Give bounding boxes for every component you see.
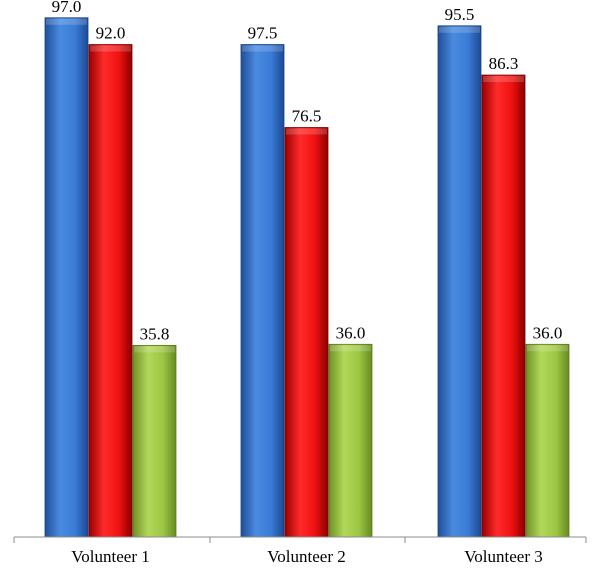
bar-bevel: [330, 345, 371, 352]
data-label: 97.5: [248, 24, 278, 43]
data-label: 92.0: [96, 24, 126, 43]
bar-bevel: [483, 76, 524, 83]
bar-bevel: [439, 26, 480, 33]
category-labels-group: Volunteer 1 Volunteer 2 Volunteer 3: [71, 547, 543, 566]
bar-green-1: [132, 344, 177, 538]
data-label: 36.0: [533, 323, 563, 342]
data-labels-group: 97.0 92.0 35.8 97.5 76.5 36.0 95.5 86.3 36.0: [52, 0, 563, 343]
data-label: 95.5: [445, 5, 475, 24]
category-label: Volunteer 2: [267, 547, 346, 566]
bar-red-1: [88, 44, 133, 538]
bar-bevel: [527, 345, 568, 352]
data-label: 36.0: [336, 323, 366, 342]
bar-bevel: [286, 128, 327, 135]
bar-green-2: [328, 343, 373, 538]
x-axis-ticks: [13, 537, 587, 543]
bar-bevel: [134, 346, 175, 353]
category-label: Volunteer 3: [464, 547, 543, 566]
data-label: 86.3: [489, 54, 519, 73]
bar-blue-3: [437, 25, 482, 538]
data-label: 97.0: [52, 0, 82, 16]
bar-bevel: [46, 18, 87, 25]
bar-blue-1: [44, 17, 89, 538]
bar-green-3: [525, 343, 570, 538]
bars-group: [44, 17, 570, 538]
data-label: 35.8: [140, 324, 170, 343]
bar-red-2: [284, 127, 329, 538]
category-label: Volunteer 1: [71, 547, 150, 566]
bar-bevel: [90, 45, 131, 52]
bar-bevel: [242, 45, 283, 52]
bar-blue-2: [240, 44, 285, 538]
bar-red-3: [481, 74, 526, 538]
data-label: 76.5: [292, 107, 322, 126]
